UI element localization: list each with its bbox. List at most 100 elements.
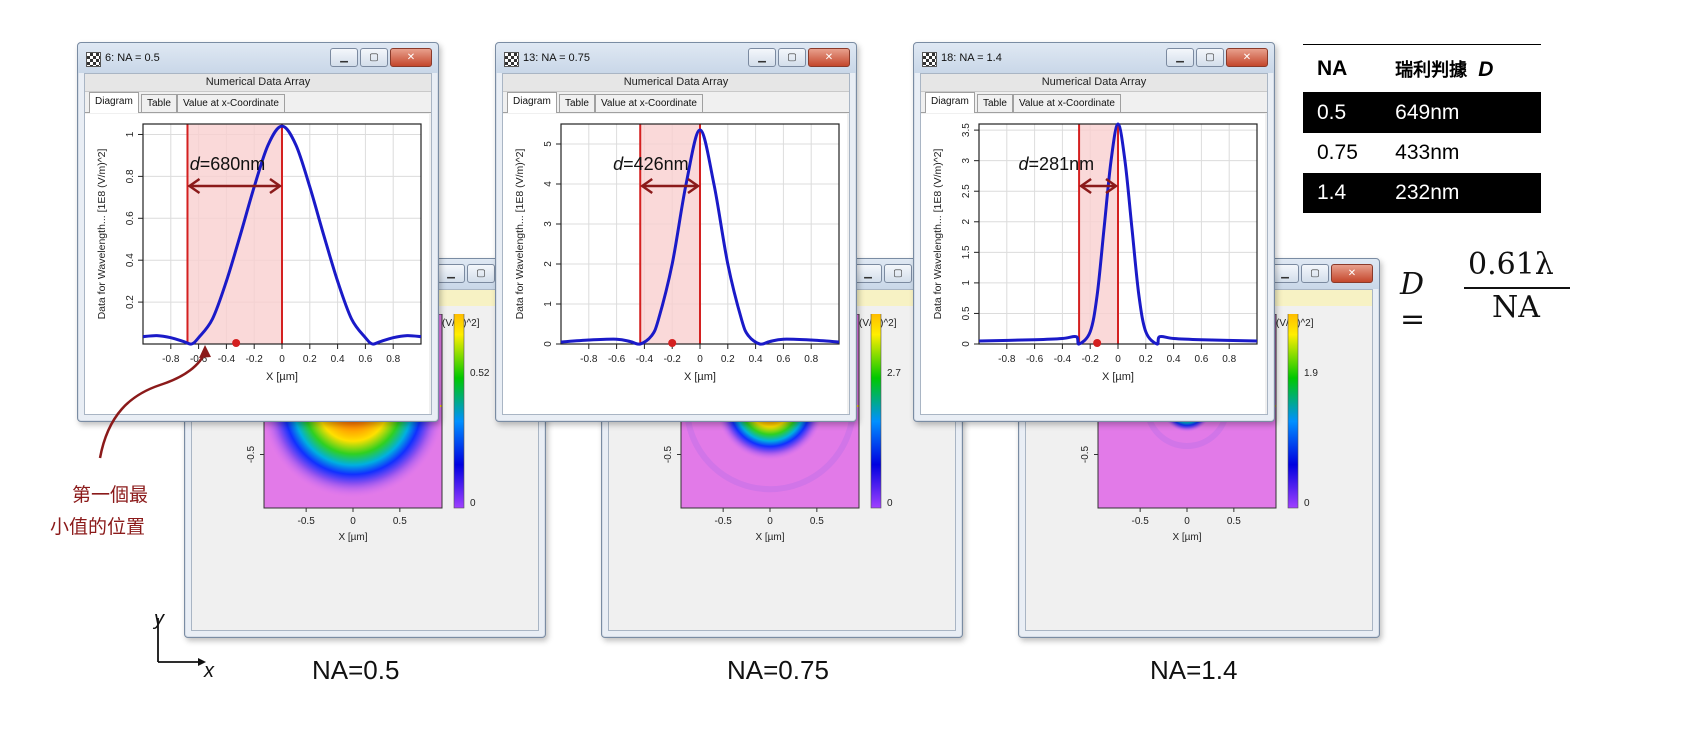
colorbar-tick: 0 bbox=[470, 498, 476, 509]
diagram-window-body: Numerical Data Array Diagram Table Value at… bbox=[920, 73, 1268, 415]
y-tick-label: 0 bbox=[961, 341, 972, 347]
tab-diagram[interactable]: Diagram bbox=[89, 92, 139, 113]
x-tick-label-2d: 0 bbox=[767, 516, 773, 527]
table-row: 0.75 433nm bbox=[1303, 133, 1541, 173]
x-axis-label: X [µm] bbox=[266, 371, 298, 383]
diagram-window-body: Numerical Data Array Diagram Table Value at… bbox=[84, 73, 432, 415]
arrowhead-left bbox=[187, 177, 201, 195]
y-tick-label: 1 bbox=[125, 131, 136, 137]
colorbar-tick: 2.7 bbox=[887, 368, 901, 379]
x-tick-label: -0.8 bbox=[162, 354, 180, 365]
x-tick-label: 0 bbox=[279, 354, 285, 365]
table-cell-na: 1.4 bbox=[1303, 173, 1382, 213]
y-tick-label: 1 bbox=[961, 280, 972, 286]
table-header-d: 瑞利判據 D bbox=[1381, 44, 1541, 93]
window-controls: ▁▢✕ bbox=[1271, 264, 1373, 283]
x-tick-label: -0.2 bbox=[246, 354, 264, 365]
rayleigh-table: NA 瑞利判據 D 0.5 649nm 0.75 433nm 1.4 232nm bbox=[1303, 44, 1541, 213]
window-controls: ▁▢✕ bbox=[330, 48, 432, 67]
x-tick-label: -0.2 bbox=[1082, 354, 1100, 365]
x-tick-label-2d: 0.5 bbox=[393, 516, 407, 527]
y-tick-label: 3.5 bbox=[961, 123, 972, 137]
table-row: 0.5 649nm bbox=[1303, 92, 1541, 133]
window-titlebar[interactable]: 18: NA = 1.4 ▁▢✕ bbox=[914, 43, 1274, 73]
x-axis-label-2d: X [µm] bbox=[755, 532, 784, 543]
arrowhead-right bbox=[687, 177, 701, 195]
x-tick-label: -0.2 bbox=[664, 354, 682, 365]
maximize-icon[interactable]: ▢ bbox=[778, 48, 806, 67]
tab-value-at-x[interactable]: Value at x-Coordinate bbox=[177, 94, 285, 112]
x-tick-label: 0.2 bbox=[303, 354, 317, 365]
minimize-icon[interactable]: ▁ bbox=[1166, 48, 1194, 67]
x-tick-label: 0 bbox=[697, 354, 703, 365]
x-axis-label: X [µm] bbox=[1102, 371, 1134, 383]
line-chart: -0.8 -0.6 -0.4 -0.2 0 0.2 0.4 0.6 0.8 0.2 0.4 0.6 0.… bbox=[85, 114, 429, 414]
line-chart: -0.8 -0.6 -0.4 -0.2 0 0.2 0.4 0.6 0.8 0 0.5 1 1.5 2 2.… bbox=[921, 114, 1265, 414]
close-icon[interactable]: ✕ bbox=[390, 48, 432, 67]
diagram-window-1: 6: NA = 0.5 ▁ ▢ ✕ Numerical Data Array Diagra… bbox=[77, 42, 439, 422]
tab-bar: Diagram Table Value at x-Coordinate bbox=[85, 92, 431, 113]
x-axis-label-2d: X [µm] bbox=[338, 532, 367, 543]
y-tick-label: 3 bbox=[961, 157, 972, 163]
close-icon[interactable]: ✕ bbox=[808, 48, 850, 67]
y-tick-label-2d: -0.5 bbox=[246, 445, 257, 463]
maximize-icon[interactable]: ▢ bbox=[884, 264, 912, 283]
y-axis-label: Data for Wavelength... [1E8 (V/m)^2] bbox=[932, 148, 944, 319]
x-tick-label-2d: 0.5 bbox=[810, 516, 824, 527]
table-cell-na: 0.5 bbox=[1303, 92, 1382, 133]
maximize-icon[interactable]: ▢ bbox=[467, 264, 495, 283]
y-tick-label: 0.4 bbox=[125, 253, 136, 267]
close-icon[interactable]: ✕ bbox=[1331, 264, 1373, 283]
y-tick-label: 3 bbox=[543, 221, 554, 227]
x-tick-label: 0.2 bbox=[721, 354, 735, 365]
tab-bar: Diagram Table Value at x-Coordinate bbox=[921, 92, 1267, 113]
x-tick-label: 0.8 bbox=[804, 354, 818, 365]
tab-table[interactable]: Table bbox=[559, 94, 595, 112]
y-tick-label: 4 bbox=[543, 181, 554, 187]
x-tick-label-2d: -0.5 bbox=[1132, 516, 1150, 527]
maximize-icon[interactable]: ▢ bbox=[360, 48, 388, 67]
table-row: 1.4 232nm bbox=[1303, 173, 1541, 213]
x-tick-label: -0.4 bbox=[1054, 354, 1072, 365]
x-tick-label: 0.4 bbox=[331, 354, 345, 365]
y-tick-label: 2.5 bbox=[961, 184, 972, 198]
formula-fraction-bar bbox=[1464, 287, 1570, 289]
arrowhead-left bbox=[1078, 177, 1092, 195]
arrowhead-right bbox=[1105, 177, 1119, 195]
tab-value-at-x[interactable]: Value at x-Coordinate bbox=[1013, 94, 1121, 112]
table-header-row: NA 瑞利判據 D bbox=[1303, 44, 1541, 93]
x-tick-label-2d: 0 bbox=[1184, 516, 1190, 527]
minimize-icon[interactable]: ▁ bbox=[748, 48, 776, 67]
x-tick-label-2d: 0 bbox=[350, 516, 356, 527]
position-marker bbox=[1093, 339, 1102, 347]
x-tick-label: 0 bbox=[1115, 354, 1121, 365]
y-tick-label: 1.5 bbox=[961, 245, 972, 259]
table-cell-d: 232nm bbox=[1381, 173, 1541, 213]
window-titlebar[interactable]: 13: NA = 0.75 ▁▢✕ bbox=[496, 43, 856, 73]
maximize-icon[interactable]: ▢ bbox=[1301, 264, 1329, 283]
x-axis-label: X [µm] bbox=[684, 371, 716, 383]
app-icon bbox=[922, 52, 937, 67]
colorbar-tick: 0 bbox=[1304, 498, 1310, 509]
tab-table[interactable]: Table bbox=[977, 94, 1013, 112]
window-titlebar[interactable]: 6: NA = 0.5 ▁▢✕ bbox=[78, 43, 438, 73]
x-tick-label: 0.6 bbox=[776, 354, 790, 365]
y-tick-label: 2 bbox=[961, 219, 972, 225]
y-tick-label: 2 bbox=[543, 261, 554, 267]
tab-diagram[interactable]: Diagram bbox=[507, 92, 557, 113]
y-tick-label: 1 bbox=[543, 301, 554, 307]
x-tick-label: 0.6 bbox=[1194, 354, 1208, 365]
annotation-line2: 小值的位置 bbox=[50, 517, 146, 538]
tab-table[interactable]: Table bbox=[141, 94, 177, 112]
maximize-icon[interactable]: ▢ bbox=[1196, 48, 1224, 67]
minimize-icon[interactable]: ▁ bbox=[330, 48, 358, 67]
tab-diagram[interactable]: Diagram bbox=[925, 92, 975, 113]
close-icon[interactable]: ✕ bbox=[1226, 48, 1268, 67]
x-tick-label: 0.8 bbox=[1222, 354, 1236, 365]
distance-label: d=281nm bbox=[1019, 154, 1095, 174]
x-tick-label: 0.4 bbox=[1167, 354, 1181, 365]
tab-value-at-x[interactable]: Value at x-Coordinate bbox=[595, 94, 703, 112]
diagram-window-3: 18: NA = 1.4 ▁ ▢ ✕ Numerical Data Array Diagr… bbox=[913, 42, 1275, 422]
x-axis-label-2d: X [µm] bbox=[1172, 532, 1201, 543]
table-header-d-text: 瑞利判據 bbox=[1395, 59, 1468, 80]
